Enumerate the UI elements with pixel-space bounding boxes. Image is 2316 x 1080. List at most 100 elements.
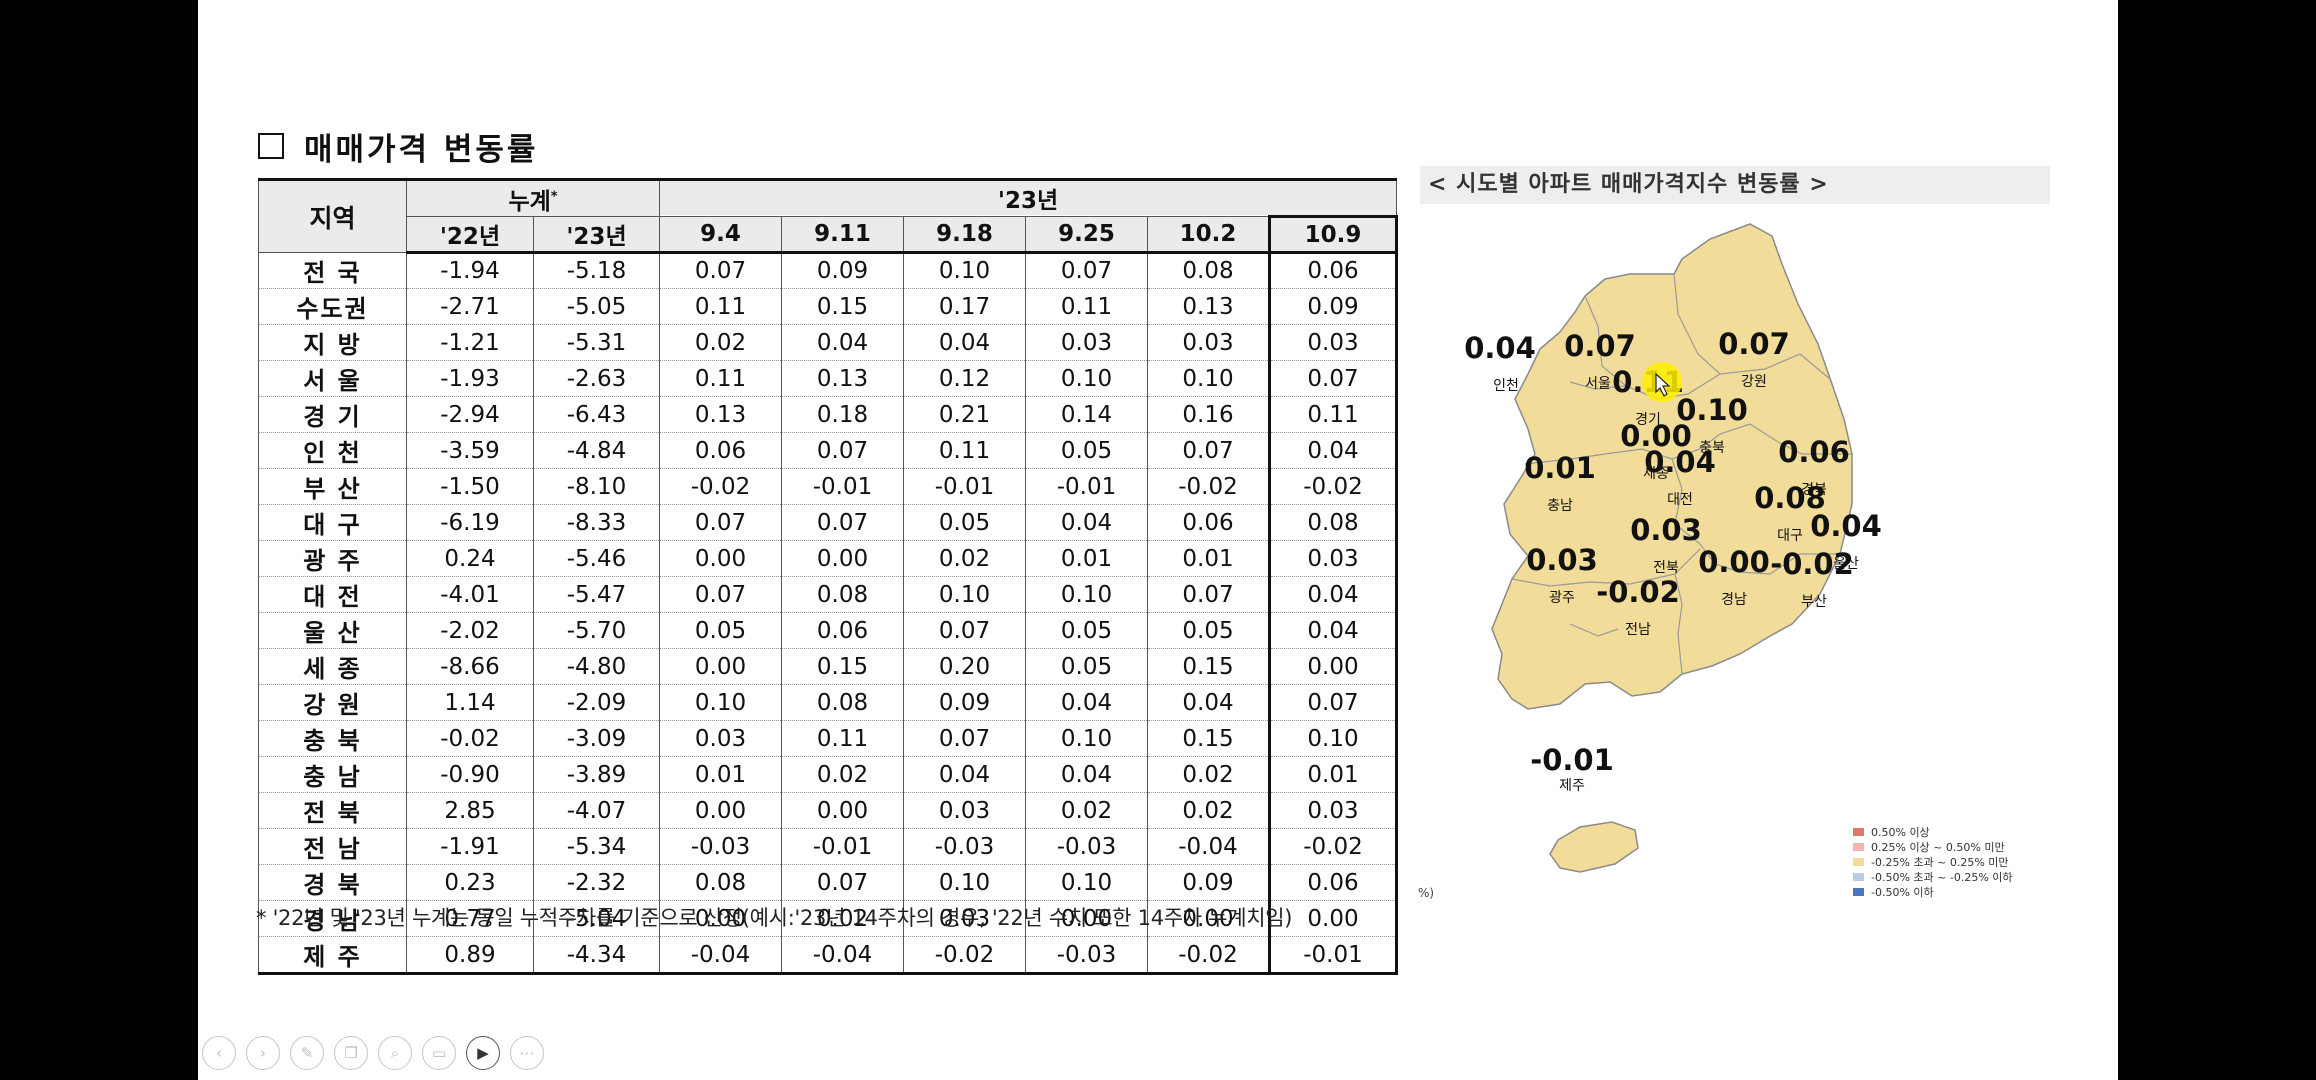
- value-cell: -8.10: [532, 468, 661, 505]
- col-header: 9.25: [1025, 216, 1149, 254]
- next-slide-icon[interactable]: ›: [246, 1036, 280, 1070]
- value-cell: -0.01: [781, 828, 905, 865]
- table-row: 부 산 -1.50 -8.10 -0.02 -0.01 -0.01 -0.01 -0.02 -0…: [258, 468, 1399, 505]
- legend-swatch: [1853, 887, 1864, 896]
- table-row: 광 주 0.24 -5.46 0.00 0.00 0.02 0.01 0.01 0.03: [258, 540, 1399, 577]
- table-row: 전 북 2.85 -4.07 0.00 0.00 0.03 0.02 0.02 0.03: [258, 792, 1399, 829]
- region-cell: 세 종: [258, 648, 407, 685]
- region-cell: 서 울: [258, 360, 407, 397]
- col-header: 9.18: [903, 216, 1027, 254]
- region-cell: 인 천: [258, 432, 407, 469]
- region-cell: 강 원: [258, 684, 407, 721]
- mainland-shape: [1491, 223, 1853, 710]
- region-cell: 수도권: [258, 288, 407, 325]
- value-cell: 0.07: [1147, 432, 1271, 469]
- value-cell: 0.13: [781, 360, 905, 397]
- value-cell: -0.04: [659, 936, 783, 975]
- cumulative-header: 누계*: [405, 178, 661, 217]
- map-legend: 0.50% 이상 0.25% 이상 ~ 0.50% 미만 -0.25% 초과 ~ 0…: [1853, 824, 2013, 899]
- map-region-name: 서울: [1585, 376, 1611, 392]
- value-cell: 0.01: [1025, 540, 1149, 577]
- map-value-label: -0.02: [1770, 547, 1854, 581]
- slides-grid-icon[interactable]: ❐: [334, 1036, 368, 1070]
- value-cell: -0.03: [659, 828, 783, 865]
- value-cell: 0.08: [781, 576, 905, 613]
- value-cell: -0.02: [1268, 828, 1399, 865]
- value-cell: 0.07: [1025, 252, 1149, 289]
- subtitles-icon[interactable]: ▭: [422, 1036, 456, 1070]
- map-labels: 0.04인천0.07서울0.11경기0.07강원0.10충북0.00세종0.01…: [1464, 327, 1882, 794]
- value-cell: -2.02: [406, 612, 534, 649]
- value-cell: -5.70: [532, 612, 661, 649]
- value-cell: 0.06: [659, 432, 783, 469]
- value-cell: -4.80: [532, 648, 661, 685]
- zoom-icon[interactable]: ⌕: [378, 1036, 412, 1070]
- map-title: < 시도별 아파트 매매가격지수 변동률 >: [1420, 166, 2050, 204]
- region-cell: 충 북: [258, 720, 407, 757]
- value-cell: -8.33: [532, 504, 661, 541]
- value-cell: 0.10: [1268, 720, 1399, 757]
- value-cell: 0.05: [1025, 612, 1149, 649]
- map-region-name: 충남: [1547, 498, 1573, 514]
- value-cell: -5.47: [532, 576, 661, 613]
- map-region-name: 대구: [1777, 528, 1803, 544]
- value-cell: 0.03: [1147, 324, 1271, 361]
- table-row: 강 원 1.14 -2.09 0.10 0.08 0.09 0.04 0.04 0.07: [258, 684, 1399, 721]
- map-value-label: 0.03: [1630, 513, 1702, 547]
- region-cell: 경 북: [258, 864, 407, 901]
- value-cell: 2.85: [406, 792, 534, 829]
- value-cell: -3.59: [406, 432, 534, 469]
- value-cell: -0.02: [1268, 468, 1399, 505]
- map-value-label: 0.07: [1564, 329, 1636, 363]
- map-region-name: 광주: [1549, 590, 1575, 606]
- section-title: 매매가격 변동률: [258, 126, 538, 168]
- year-header: '23년: [659, 178, 1398, 217]
- col-header: '23년: [532, 216, 661, 254]
- region-cell: 대 구: [258, 504, 407, 541]
- value-cell: 0.03: [903, 792, 1027, 829]
- value-cell: 0.03: [1025, 324, 1149, 361]
- value-cell: 0.14: [1025, 396, 1149, 433]
- map-region-name: 경기: [1635, 412, 1661, 428]
- map-value-label: 0.04: [1644, 445, 1716, 479]
- value-cell: -5.18: [532, 252, 661, 289]
- value-cell: 0.03: [659, 720, 783, 757]
- col-header: 9.4: [659, 216, 783, 254]
- region-cell: 전 북: [258, 792, 407, 829]
- value-cell: -3.09: [532, 720, 661, 757]
- legend-item: -0.50% 이하: [1853, 884, 2013, 899]
- legend-label: -0.50% 이하: [1871, 885, 1934, 899]
- col-header: 9.11: [781, 216, 905, 254]
- value-cell: 0.11: [781, 720, 905, 757]
- legend-label: -0.25% 초과 ~ 0.25% 미만: [1871, 855, 2009, 869]
- legend-label: 0.50% 이상: [1871, 825, 1930, 839]
- value-cell: 0.00: [659, 900, 783, 937]
- value-cell: 0.03: [1268, 324, 1399, 361]
- camera-icon[interactable]: ▶: [466, 1036, 500, 1070]
- legend-swatch: [1853, 827, 1864, 836]
- value-cell: 0.09: [903, 684, 1027, 721]
- value-cell: 0.02: [1147, 756, 1271, 793]
- map-value-label: 0.00: [1698, 545, 1770, 579]
- more-options-icon[interactable]: ⋯: [510, 1036, 544, 1070]
- mouse-cursor: [1642, 362, 1682, 402]
- map-region-name: 전남: [1625, 622, 1651, 638]
- value-cell: -0.04: [1147, 828, 1271, 865]
- value-cell: -0.90: [406, 756, 534, 793]
- value-cell: 0.04: [903, 756, 1027, 793]
- table-row: 전 남 -1.91 -5.34 -0.03 -0.01 -0.03 -0.03 -0.04 -0…: [258, 828, 1399, 865]
- value-cell: 0.06: [1147, 504, 1271, 541]
- map-value-label: 0.03: [1526, 543, 1598, 577]
- map-region-name: 경남: [1721, 592, 1747, 608]
- region-cell: 부 산: [258, 468, 407, 505]
- prev-slide-icon[interactable]: ‹: [202, 1036, 236, 1070]
- value-cell: 0.09: [781, 252, 905, 289]
- value-cell: -0.02: [1147, 468, 1271, 505]
- value-cell: 0.06: [781, 612, 905, 649]
- pen-icon[interactable]: ✎: [290, 1036, 324, 1070]
- value-cell: 0.05: [1147, 612, 1271, 649]
- legend-swatch: [1853, 842, 1864, 851]
- value-cell: 0.18: [781, 396, 905, 433]
- value-cell: 0.02: [781, 756, 905, 793]
- table-row: 경 기 -2.94 -6.43 0.13 0.18 0.21 0.14 0.16 0.11: [258, 396, 1399, 433]
